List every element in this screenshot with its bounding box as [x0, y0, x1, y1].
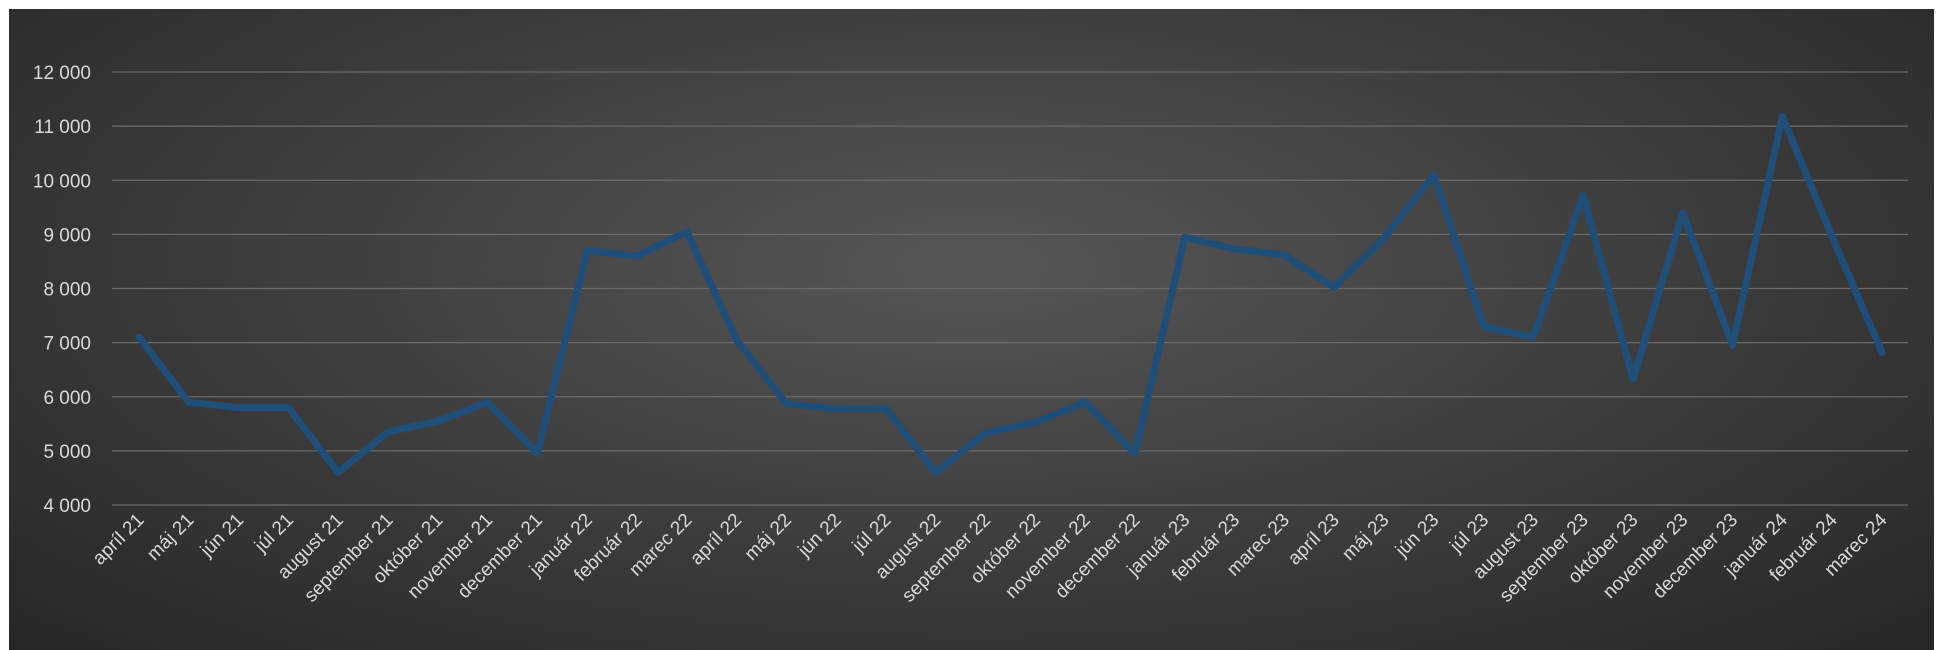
data-point: [1679, 209, 1686, 216]
y-tick-label: 4 000: [43, 496, 91, 517]
data-point: [1281, 251, 1288, 258]
x-tick-label: apríl 23: [1284, 510, 1344, 570]
data-point: [1331, 284, 1338, 291]
data-point: [285, 404, 292, 411]
data-point: [584, 247, 591, 254]
x-tick-label: júl 22: [848, 510, 896, 558]
data-point: [1879, 349, 1885, 356]
x-tick-label: apríl 21: [89, 510, 149, 570]
x-tick-label: máj 22: [741, 510, 796, 565]
data-point: [932, 469, 939, 476]
data-point: [1082, 399, 1089, 406]
data-point: [1132, 450, 1138, 457]
data-point: [434, 418, 441, 425]
chart-area: [9, 9, 1934, 650]
data-point: [1181, 234, 1188, 241]
x-tick-label: jún 21: [196, 510, 248, 562]
data-point: [783, 400, 790, 407]
data-point: [1630, 376, 1636, 383]
gridlines: [112, 71, 1908, 506]
data-point: [1231, 245, 1238, 252]
data-point: [1381, 235, 1387, 242]
data-point: [1779, 113, 1786, 120]
data-point: [1729, 342, 1736, 349]
x-tick-label: júl 23: [1445, 510, 1493, 558]
x-tick-label: máj 21: [143, 510, 198, 565]
data-point: [1430, 171, 1437, 178]
x-tick-label: jún 23: [1391, 510, 1443, 562]
data-point: [1829, 234, 1836, 241]
data-point: [634, 253, 640, 260]
y-tick-label: 5 000: [43, 442, 91, 463]
data-point: [833, 405, 840, 412]
data-point: [335, 469, 342, 476]
data-point: [733, 336, 740, 343]
y-tick-label: 10 000: [33, 171, 91, 192]
x-tick-label: júl 21: [250, 510, 298, 558]
x-tick-label: máj 23: [1338, 510, 1393, 565]
data-point: [1580, 191, 1587, 198]
y-axis-tick-labels: 4 000 5 000 6 000 7 000 8 000 9 000 10 000 11 0…: [33, 63, 91, 517]
data-point: [1530, 334, 1537, 341]
y-tick-label: 8 000: [43, 280, 91, 301]
data-point: [235, 404, 242, 411]
data-point: [982, 430, 989, 437]
data-point: [185, 399, 192, 406]
data-point: [385, 428, 391, 435]
data-point: [136, 334, 142, 341]
series-layer: [135, 112, 1886, 476]
data-point: [1480, 323, 1487, 330]
y-tick-label: 6 000: [43, 388, 91, 409]
data-point: [883, 405, 889, 412]
x-tick-label: jún 22: [794, 510, 846, 562]
data-point: [1032, 419, 1039, 426]
x-tick-label: apríl 22: [686, 510, 746, 570]
data-point: [484, 399, 491, 406]
data-point: [683, 228, 690, 235]
y-tick-label: 12 000: [33, 63, 91, 84]
y-tick-label: 9 000: [43, 225, 91, 246]
data-point: [534, 450, 541, 457]
y-tick-label: 11 000: [34, 117, 91, 138]
y-tick-label: 7 000: [43, 334, 91, 355]
series-line: [135, 112, 1886, 476]
